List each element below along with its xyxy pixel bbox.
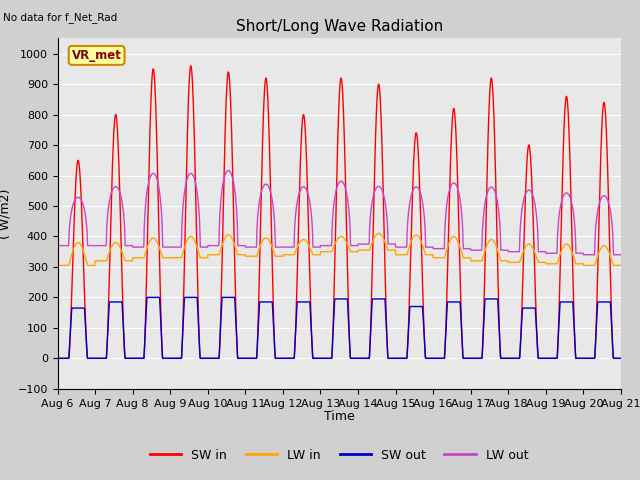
LW out [568,198,575,204]
Line: LW in: LW in [58,233,621,265]
X-axis label: Time: Time [324,410,355,423]
SW out [143,295,151,300]
Y-axis label: ( W/m2): ( W/m2) [0,189,12,239]
LW in [583,263,591,268]
LW out [503,247,511,253]
LW out [211,243,218,249]
SW out [356,356,364,361]
LW out [225,168,232,173]
SW out [211,356,219,361]
LW out [617,252,625,258]
SW in [617,356,625,361]
SW in [356,356,364,361]
SW out [583,356,591,361]
Title: Short/Long Wave Radiation: Short/Long Wave Radiation [236,20,443,35]
Text: VR_met: VR_met [72,49,122,62]
SW in [503,356,511,361]
SW out [568,299,575,305]
Text: No data for f_Net_Rad: No data for f_Net_Rad [3,12,118,23]
LW in [503,258,511,264]
Legend: SW in, LW in, SW out, LW out: SW in, LW in, SW out, LW out [145,444,533,467]
Line: SW out: SW out [58,298,621,359]
LW out [368,201,376,206]
SW in [568,204,575,210]
SW in [211,356,219,361]
LW in [617,263,625,268]
LW in [368,241,376,247]
LW in [54,263,61,268]
SW in [54,356,61,361]
Line: SW in: SW in [58,66,621,359]
SW out [368,303,376,309]
LW out [356,241,364,247]
LW in [375,230,383,236]
LW out [54,243,61,249]
SW out [503,356,511,361]
SW out [54,356,61,361]
LW out [583,252,591,258]
SW in [187,63,195,69]
Line: LW out: LW out [58,170,621,255]
SW in [368,278,376,284]
LW in [568,247,575,253]
LW out [580,252,588,258]
SW out [617,356,625,361]
LW in [356,247,364,253]
LW in [211,252,218,258]
SW in [583,356,591,361]
